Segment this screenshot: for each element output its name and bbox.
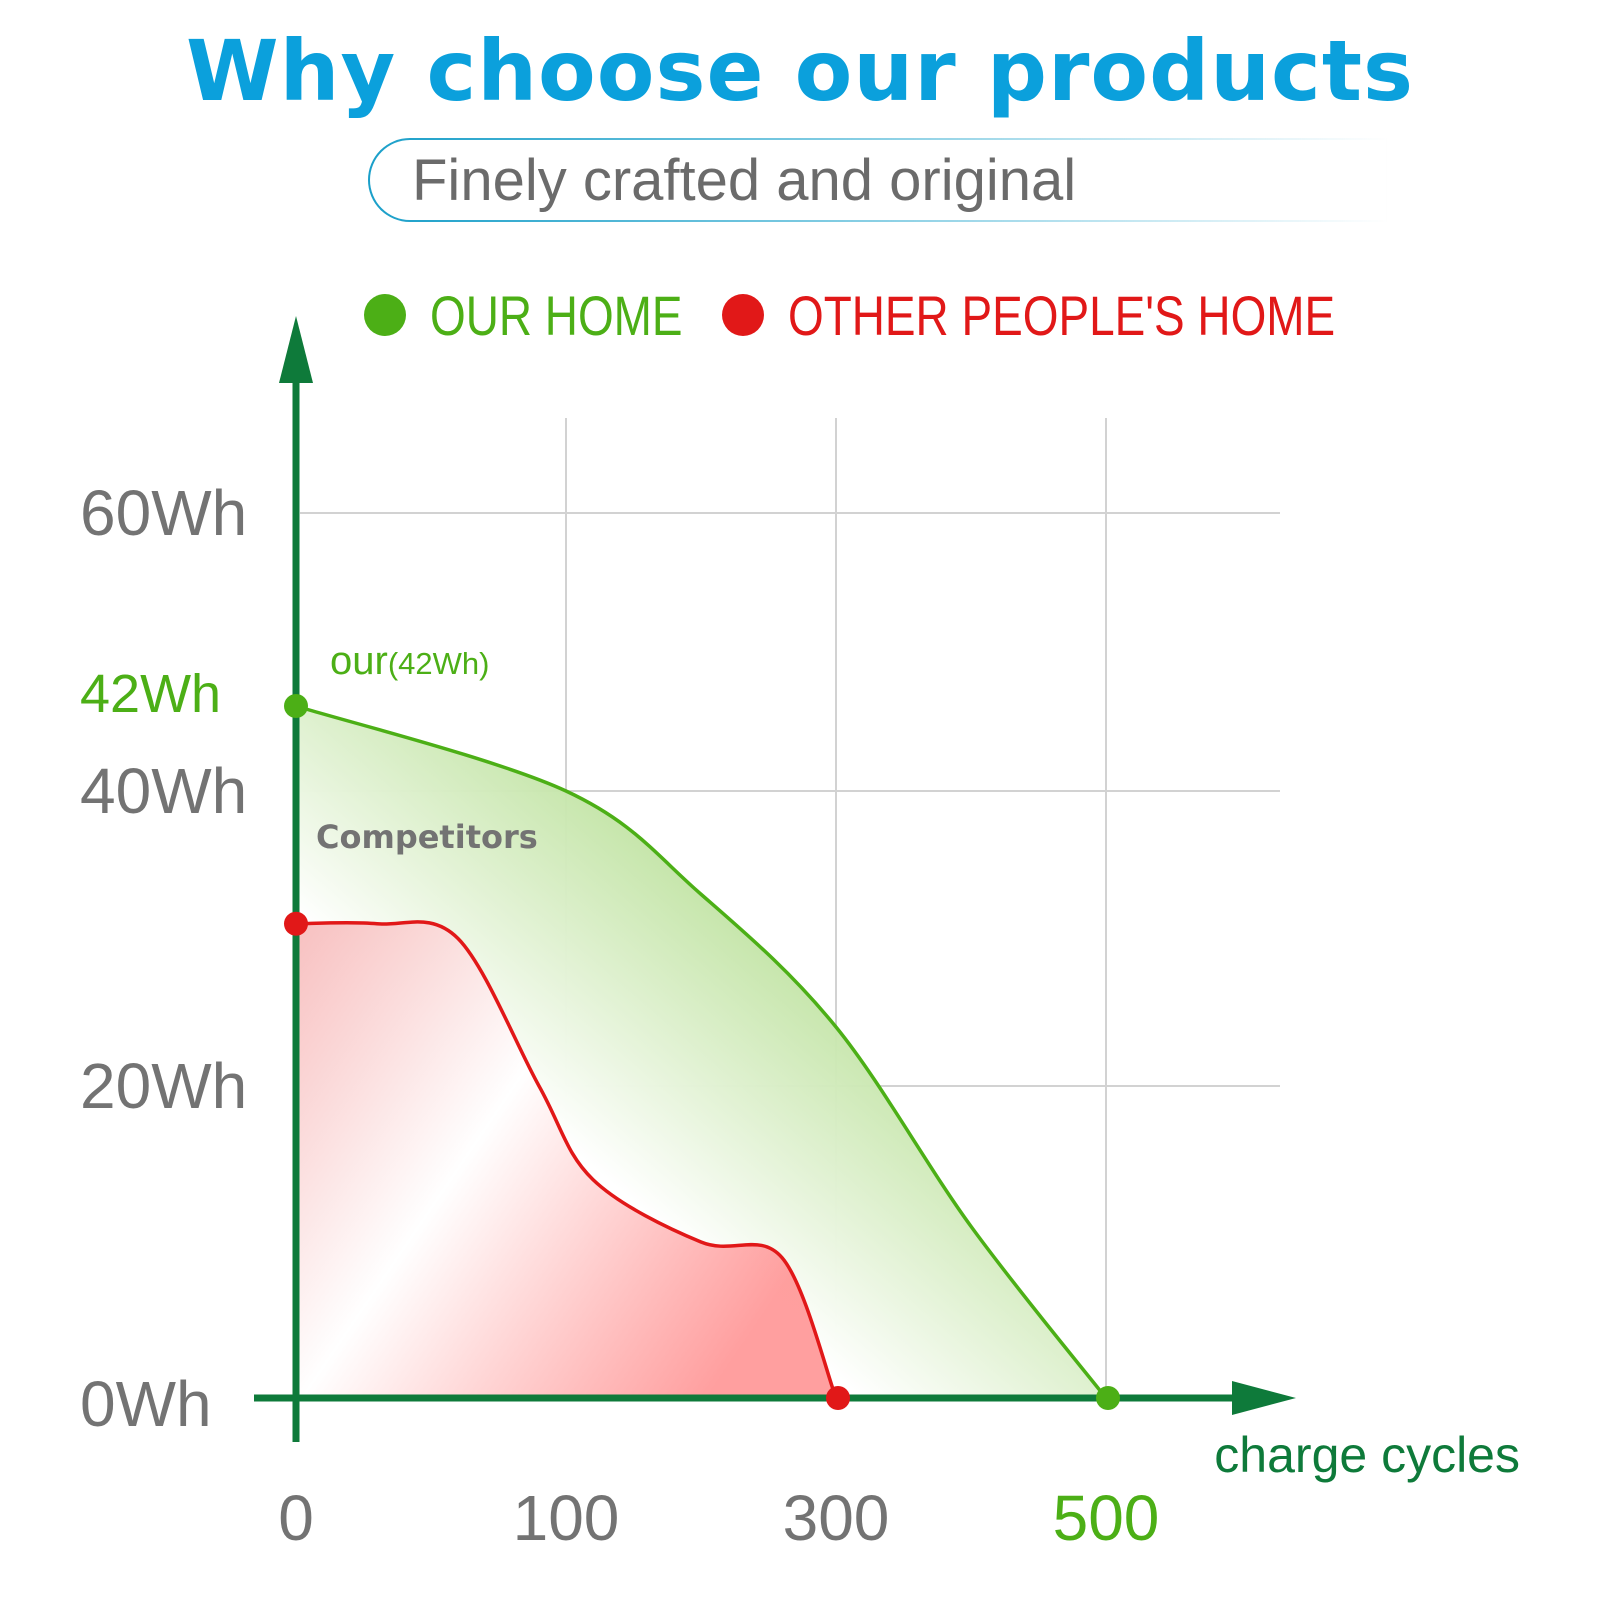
y-tick-label-40Wh: 40Wh [80, 755, 247, 827]
series-points [284, 694, 1120, 1410]
legend-label-competitor: OTHER PEOPLE'S HOME [788, 283, 1336, 347]
x-tick-label-300: 300 [783, 1482, 890, 1554]
series-areas [295, 704, 1108, 1400]
y-tick-label-42Wh: 42Wh [80, 664, 221, 724]
y-tick-label-60Wh: 60Wh [80, 477, 247, 549]
legend-dot-ours [364, 294, 406, 336]
series-line-1 [295, 920, 838, 1399]
x-tick-label-0: 0 [278, 1482, 314, 1554]
legend-label-ours: OUR HOME [430, 283, 683, 347]
axes [254, 316, 1296, 1442]
x-tick-label-500: 500 [1053, 1482, 1160, 1554]
y-tick-label-20Wh: 20Wh [80, 1050, 247, 1122]
annotation-competitors: Competitors [316, 818, 538, 856]
legend-item-competitor: OTHER PEOPLE'S HOME [722, 283, 1455, 347]
legend-dot-competitor [722, 294, 764, 336]
series-1-start-point [284, 911, 308, 936]
series-0-end-point [1096, 1386, 1120, 1410]
annotation-ours: our(42Wh) [330, 639, 489, 683]
axis-labels: 0Wh 20Wh 40Wh 42Wh 60Wh 0 100 300 500 charge cycl… [80, 477, 1520, 1554]
series-1-end-point [826, 1386, 850, 1410]
x-tick-label-100: 100 [513, 1482, 620, 1554]
subtitle-frame [368, 138, 1388, 222]
y-tick-label-0Wh: 0Wh [80, 1368, 212, 1440]
y-axis-arrow [279, 316, 313, 383]
legend-item-ours: OUR HOME [364, 283, 738, 347]
series-0-start-point [284, 694, 308, 718]
series-area-1 [296, 921, 836, 1398]
x-axis-arrow [1232, 1381, 1296, 1415]
x-axis-title: charge cycles [1214, 1427, 1520, 1483]
series-line-0 [295, 704, 1108, 1400]
page-title: Why choose our products [186, 22, 1414, 120]
page-subtitle: Finely crafted and original [412, 148, 1077, 213]
